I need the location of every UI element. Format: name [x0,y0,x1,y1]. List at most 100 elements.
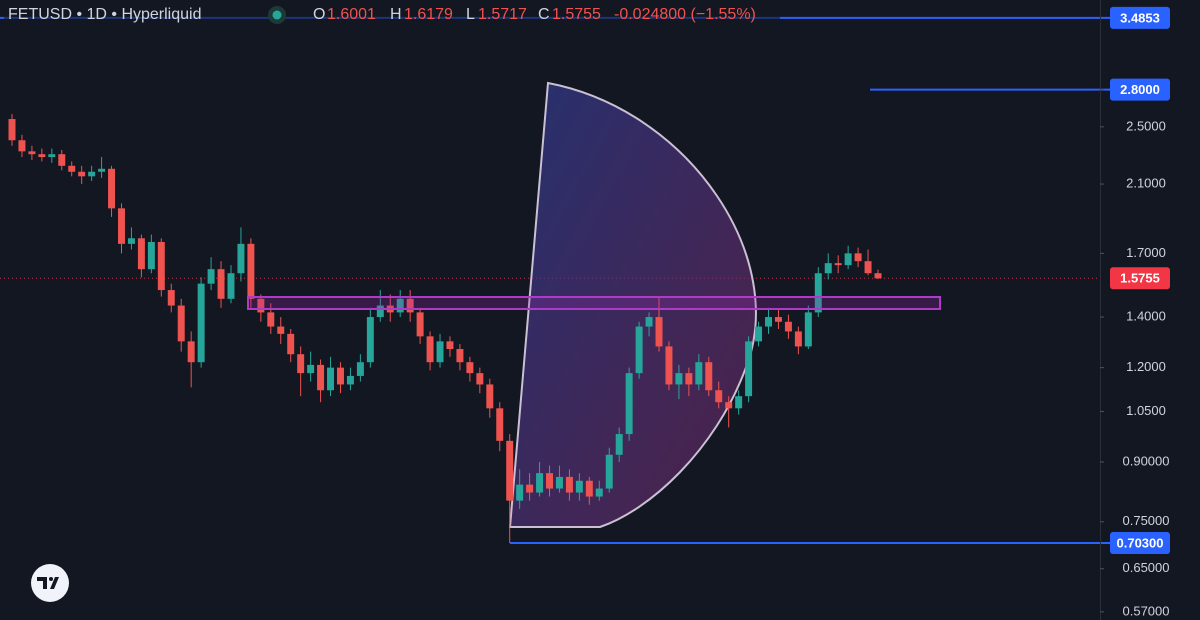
candle-body [267,312,275,327]
candle-body [864,261,872,274]
candle-body [336,367,344,385]
candle-body [675,373,683,385]
candle-body [187,341,195,363]
candle-body [456,349,464,363]
candle-body [715,390,723,403]
candle-body [605,454,613,489]
close-label: C [538,6,550,23]
candle-body [546,473,554,489]
candle-body [28,151,36,155]
candle-body [595,488,603,497]
candle-body [844,253,852,266]
candle-body [814,273,822,313]
y-tick-label: 0.65000 [1123,560,1170,575]
candle-body [297,354,305,374]
candle-body [476,373,484,385]
y-tick-label: 0.90000 [1123,453,1170,468]
candle-body [38,154,46,158]
y-tick-label: 0.57000 [1123,603,1170,618]
candle-body [366,317,374,363]
candle-body [247,243,255,299]
candle-body [426,336,434,363]
price-tag [1110,6,1170,29]
candle-body [774,317,782,322]
candle-body [317,364,325,391]
candle-body [287,333,295,355]
candle-body [58,154,66,166]
candle-body [227,273,235,299]
candle-body [725,402,733,409]
candle-body [118,208,125,244]
logo-circle [31,564,69,602]
candle-body [794,331,802,347]
candle-body [635,326,643,374]
candle-body [127,238,135,244]
candle-body [237,243,245,274]
tv-logo[interactable] [31,564,69,602]
candle-body [436,341,444,363]
candle-body [18,140,26,152]
price-axis: 2.8000 2.5000 2.1000 1.7000 1.4000 1.2000 1.05… [1100,0,1170,620]
candle-body [784,321,792,332]
rectangle-drawing[interactable] [247,296,941,310]
candle-body [834,263,842,266]
candle-body [277,326,285,334]
candle-body [177,305,185,342]
candle-body [735,396,743,409]
high-label: H [390,6,402,23]
price-tag-label: 2.8000 [1120,82,1160,97]
logo-dot [49,577,53,581]
candle-body [575,480,583,493]
candle-body [755,326,763,342]
candle-body [745,341,753,397]
symbol[interactable]: FETUSD • 1D • Hyperliquid [8,6,201,23]
candle-body [307,364,315,374]
y-tick-label: 1.2000 [1126,359,1166,374]
candle-body [625,373,633,435]
candle-body [406,298,414,313]
last-price-label: 1.5755 [1120,271,1160,286]
y-tick-label: 2.5000 [1126,118,1166,133]
price-tag [1110,532,1170,555]
candle-body [207,269,215,284]
candle-body [665,346,673,385]
y-tick-label: 1.7000 [1126,245,1166,260]
candle-body [615,434,623,455]
candle-body [536,473,544,493]
candle-body [356,362,364,376]
candles [8,113,882,544]
status-dot [272,10,282,20]
candle-body [167,290,175,306]
open-label: O [313,6,325,23]
candle-body [555,476,563,489]
candle-body [516,484,524,501]
candle-body [257,298,265,313]
candle-body [48,154,56,158]
price-tag-label: 0.70300 [1117,535,1164,550]
price-tag-label: 3.4853 [1120,10,1160,25]
candle-body [147,241,155,270]
candle-body [396,298,404,313]
low-value: 1.5717 [478,6,527,23]
candle-body [685,373,693,385]
candle-body [8,119,16,141]
high-value: 1.6179 [404,6,453,23]
y-tick-label: 2.1000 [1126,175,1166,190]
candle-body [526,484,534,493]
y-tick-label: 0.75000 [1123,513,1170,528]
candle-body [346,375,354,385]
candle-body [854,253,862,262]
candle-body [824,263,832,274]
candle-body [645,317,653,327]
candle-body [108,168,116,209]
candle-body [88,171,96,177]
candle-body [695,362,703,385]
candle-body [416,312,424,337]
candle-body [466,362,474,374]
candle-body [376,305,384,318]
logo-mark [37,577,59,589]
candle-body [446,341,454,350]
candle-body [217,269,225,299]
